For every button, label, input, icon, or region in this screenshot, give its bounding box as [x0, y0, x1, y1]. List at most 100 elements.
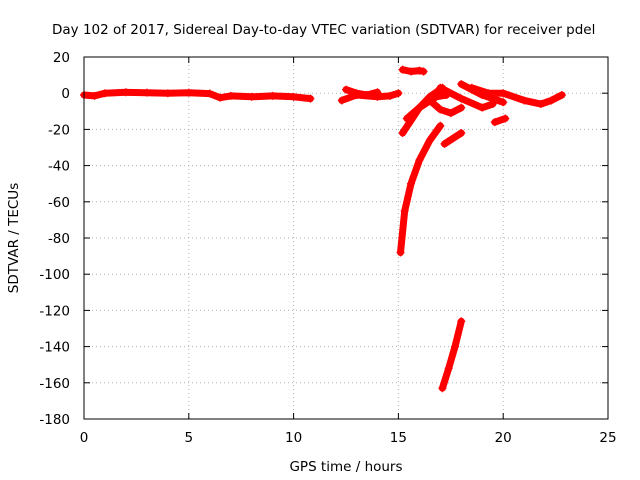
data-point [536, 100, 545, 109]
data-point [398, 129, 407, 138]
data-point [184, 88, 193, 97]
x-tick-label: 0 [80, 430, 89, 446]
data-point [450, 342, 459, 351]
data-point [499, 98, 508, 107]
x-tick-label: 15 [390, 430, 407, 446]
data-point [306, 94, 315, 103]
data-point [457, 80, 466, 89]
x-tick-label: 5 [185, 430, 194, 446]
x-axis-label: GPS time / hours [289, 459, 402, 475]
grid-lines [84, 57, 608, 419]
data-point [90, 91, 99, 100]
data-point [373, 88, 382, 97]
data-point [457, 94, 466, 103]
data-point [402, 114, 411, 123]
series-line [397, 122, 444, 256]
data-point [415, 103, 424, 112]
data-point [499, 89, 508, 98]
axis-ticks [83, 56, 609, 420]
data-point [142, 88, 151, 97]
data-point [446, 109, 455, 118]
data-point [268, 91, 277, 100]
series-10 [436, 83, 497, 112]
data-point [247, 92, 256, 101]
y-tick-label: -160 [39, 376, 70, 392]
data-point [337, 96, 346, 105]
series-3 [396, 121, 445, 257]
data-point [436, 105, 445, 114]
series-13 [490, 114, 510, 127]
data-point [467, 83, 476, 92]
data-point [226, 91, 235, 100]
data-point [100, 89, 109, 98]
plot-area [80, 65, 566, 393]
data-point [547, 96, 556, 105]
data-point [419, 67, 428, 76]
series-line [438, 317, 465, 392]
y-tick-label: 0 [61, 86, 70, 102]
series-8 [438, 317, 466, 393]
x-tick-label: 10 [285, 430, 302, 446]
data-point [457, 129, 466, 138]
data-point [440, 139, 449, 148]
tick-labels: 0 5 10 15 20 25 20 0 -20 -40 -60 -80 -100 -120 -140 -16… [39, 50, 616, 446]
data-point [415, 156, 424, 165]
data-point [557, 91, 566, 100]
data-point [425, 136, 434, 145]
series-line [342, 86, 381, 99]
data-point [394, 89, 403, 98]
data-point [406, 179, 415, 188]
data-point [362, 91, 371, 100]
y-tick-label: -120 [39, 303, 70, 319]
data-point [457, 103, 466, 112]
data-point [205, 89, 214, 98]
data-point [400, 206, 409, 215]
data-point [289, 92, 298, 101]
data-point [386, 91, 395, 100]
chart-title: Day 102 of 2017, Sidereal Day-to-day VTE… [52, 22, 595, 38]
data-point [415, 66, 424, 75]
y-tick-label: -80 [48, 231, 70, 247]
y-tick-label: -180 [39, 412, 70, 428]
series-9 [440, 129, 466, 148]
series-line [436, 84, 497, 112]
series-4 [398, 65, 428, 76]
series-12 [467, 83, 566, 109]
y-tick-label: -20 [48, 122, 70, 138]
data-point [436, 83, 445, 92]
data-point [432, 92, 441, 101]
data-point [342, 85, 350, 94]
y-tick-label: -140 [39, 340, 70, 356]
data-point [444, 364, 453, 373]
data-point [490, 118, 499, 127]
series-7 [425, 96, 466, 118]
data-point [352, 89, 361, 98]
data-point [163, 89, 172, 98]
series-2 [342, 85, 382, 100]
data-point [484, 89, 493, 98]
data-point [398, 65, 407, 74]
y-tick-label: -40 [48, 159, 70, 175]
data-point [457, 317, 466, 326]
data-point [121, 88, 130, 97]
data-point [436, 121, 445, 130]
data-point [520, 96, 529, 105]
data-point [438, 384, 447, 393]
series-line [426, 96, 465, 117]
series-0 [80, 88, 315, 103]
x-tick-label: 25 [599, 430, 616, 446]
data-point [501, 114, 510, 123]
y-axis-label: SDTVAR / TECUs [6, 183, 22, 293]
y-tick-label: 20 [53, 50, 70, 66]
data-point [425, 96, 434, 105]
data-point [216, 93, 225, 102]
x-tick-label: 20 [495, 430, 512, 446]
plot-frame [83, 56, 609, 420]
data-point [406, 67, 415, 76]
data-point [396, 248, 405, 257]
y-tick-label: -60 [48, 195, 70, 211]
y-tick-label: -100 [39, 267, 70, 283]
data-point [448, 134, 457, 143]
data-point [478, 103, 487, 112]
